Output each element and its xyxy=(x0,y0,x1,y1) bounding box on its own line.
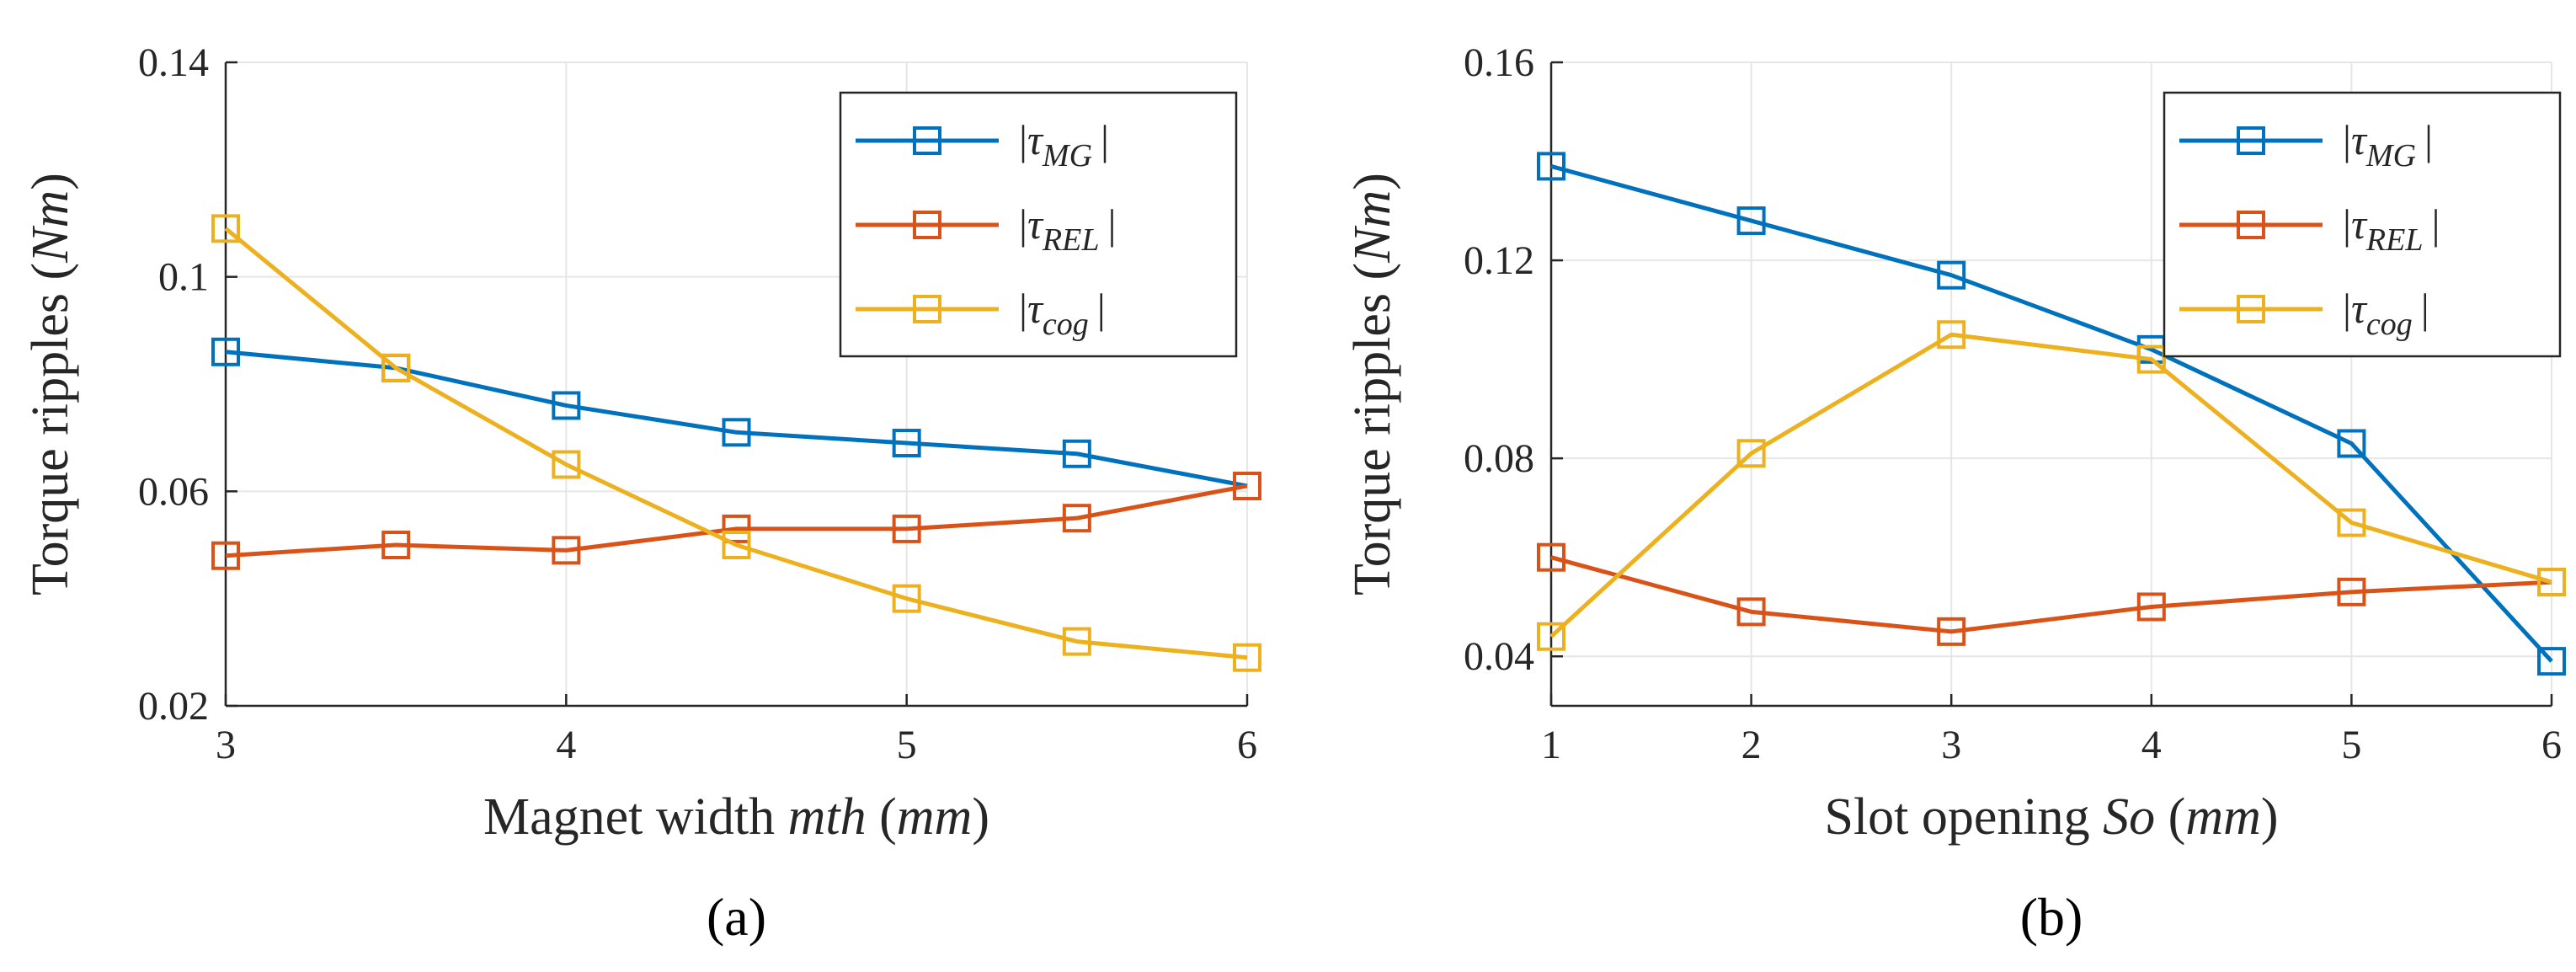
legend-label-mg: |τMG | xyxy=(2343,116,2433,174)
data-point-cog xyxy=(1736,439,1766,468)
data-point-cog xyxy=(892,584,921,613)
data-point-rel xyxy=(211,541,240,570)
y-tick-label: 0.12 xyxy=(1464,238,1534,283)
x-tick-label: 2 xyxy=(1741,723,1762,767)
x-axis-label: Magnet width mth (mm) xyxy=(483,788,989,846)
data-point-rel xyxy=(2136,592,2166,622)
series-line-cog xyxy=(1549,332,2552,638)
x-tick-label: 6 xyxy=(1237,723,1257,767)
x-axis-label: Slot opening So (mm) xyxy=(1824,788,2278,846)
data-point-cog xyxy=(211,214,240,243)
series-line-mg xyxy=(1550,164,2553,663)
data-point-cog xyxy=(1937,320,1966,350)
y-axis-label: Torque ripples (Nm) xyxy=(22,173,79,595)
data-point-rel xyxy=(1537,542,1565,572)
data-point-mg xyxy=(722,418,751,447)
y-tick-label: 0.06 xyxy=(138,469,209,514)
legend-label-rel: |τREL | xyxy=(1019,200,1117,258)
legend-marker-cog xyxy=(2237,295,2265,323)
y-tick-label: 0.04 xyxy=(1464,634,1534,679)
data-point-rel xyxy=(2337,577,2366,606)
y-tick-label: 0.14 xyxy=(138,40,209,85)
series-line-cog xyxy=(224,227,1248,660)
chart-b: 1 2 3 4 5 6 0.04 0.08 0.12 0.16 |τMG | |τREL | |τcog | S… xyxy=(1344,40,2566,947)
data-point-cog xyxy=(2136,344,2166,374)
data-point-mg xyxy=(892,429,921,458)
data-point-mg xyxy=(2537,647,2566,676)
series-line-rel xyxy=(1550,555,2552,634)
x-tick-label: 3 xyxy=(216,723,236,767)
data-point-mg xyxy=(1736,206,1766,236)
data-point-cog xyxy=(2337,508,2366,537)
y-tick-label: 0.16 xyxy=(1464,40,1534,85)
y-axis-label: Torque ripples (Nm) xyxy=(1344,173,1401,595)
legend-label-cog: |τcog | xyxy=(1019,285,1106,342)
data-point-rel xyxy=(1062,504,1091,533)
data-point-rel xyxy=(722,514,751,543)
data-point-cog xyxy=(552,450,581,479)
legend-label-cog: |τcog | xyxy=(2343,285,2429,342)
data-point-cog xyxy=(1537,622,1565,651)
data-point-mg xyxy=(552,391,581,420)
legend-label-mg: |τMG | xyxy=(1019,116,1109,174)
y-tick-label: 0.1 xyxy=(158,255,209,300)
legend: |τMG | |τREL | |τcog | xyxy=(839,91,1238,358)
legend-marker-mg xyxy=(913,126,941,155)
data-point-cog xyxy=(381,353,411,382)
x-tick-label: 4 xyxy=(2141,723,2162,767)
panel-caption: (b) xyxy=(2020,887,2083,947)
panel-caption: (a) xyxy=(707,887,766,947)
data-point-cog xyxy=(722,531,751,559)
x-tick-label: 5 xyxy=(897,723,917,767)
data-point-cog xyxy=(1233,643,1261,672)
x-tick-label: 1 xyxy=(1541,723,1561,767)
legend-marker-cog xyxy=(913,295,941,323)
y-tick-label: 0.08 xyxy=(1464,436,1534,481)
data-point-rel xyxy=(552,536,581,565)
data-point-rel xyxy=(892,514,921,543)
data-point-cog xyxy=(2537,568,2566,597)
data-point-mg xyxy=(1937,260,1966,290)
data-point-cog xyxy=(1062,627,1091,656)
legend: |τMG | |τREL | |τcog | xyxy=(2163,91,2562,358)
x-tick-label: 5 xyxy=(2341,723,2361,767)
legend-marker-rel xyxy=(913,211,941,239)
data-point-rel xyxy=(1937,617,1966,646)
x-tick-label: 6 xyxy=(2541,723,2562,767)
data-point-mg xyxy=(2337,429,2366,458)
x-tick-label: 3 xyxy=(1941,723,1961,767)
legend-label-rel: |τREL | xyxy=(2343,200,2440,258)
data-point-mg xyxy=(1062,439,1091,468)
data-point-rel xyxy=(1233,471,1261,500)
data-point-rel xyxy=(381,531,411,559)
data-point-mg xyxy=(211,337,240,366)
series-line-rel xyxy=(225,483,1248,558)
chart-a: 3 4 5 6 0.02 0.06 0.1 0.14 |τMG | |τREL | |τcog | Magn… xyxy=(22,40,1261,947)
x-tick-label: 4 xyxy=(556,723,576,767)
y-tick-label: 0.02 xyxy=(138,684,209,729)
legend-marker-mg xyxy=(2237,126,2265,155)
data-point-rel xyxy=(1736,597,1766,627)
data-point-mg xyxy=(1537,152,1565,181)
legend-marker-rel xyxy=(2237,211,2265,239)
